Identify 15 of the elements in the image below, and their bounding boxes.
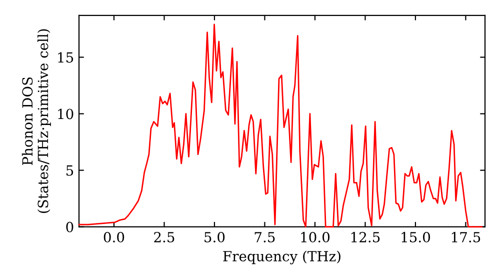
line-series (78, 24, 482, 228)
y-tick-label: 5 (66, 165, 74, 176)
x-tick-label: 0.0 (104, 232, 124, 242)
y-tick-label: 0 (66, 222, 74, 232)
x-axis-title: Frequency (THz) (223, 250, 340, 264)
x-tick-label: 2.5 (154, 232, 174, 242)
x-tick-label: 15.0 (402, 232, 430, 242)
y-axis-title: Phonon DOS (States/THz·primitive cell) (22, 29, 51, 213)
x-tick-label: 10.0 (301, 232, 330, 242)
x-tick-label: 17.5 (452, 232, 480, 242)
y-tick-label: 15 (58, 52, 74, 63)
y-tick-label: 10 (58, 108, 74, 120)
x-tick-label: 12.5 (351, 232, 380, 242)
x-tick-label: 5.0 (204, 232, 225, 242)
x-tick-label: 7.5 (254, 232, 275, 242)
